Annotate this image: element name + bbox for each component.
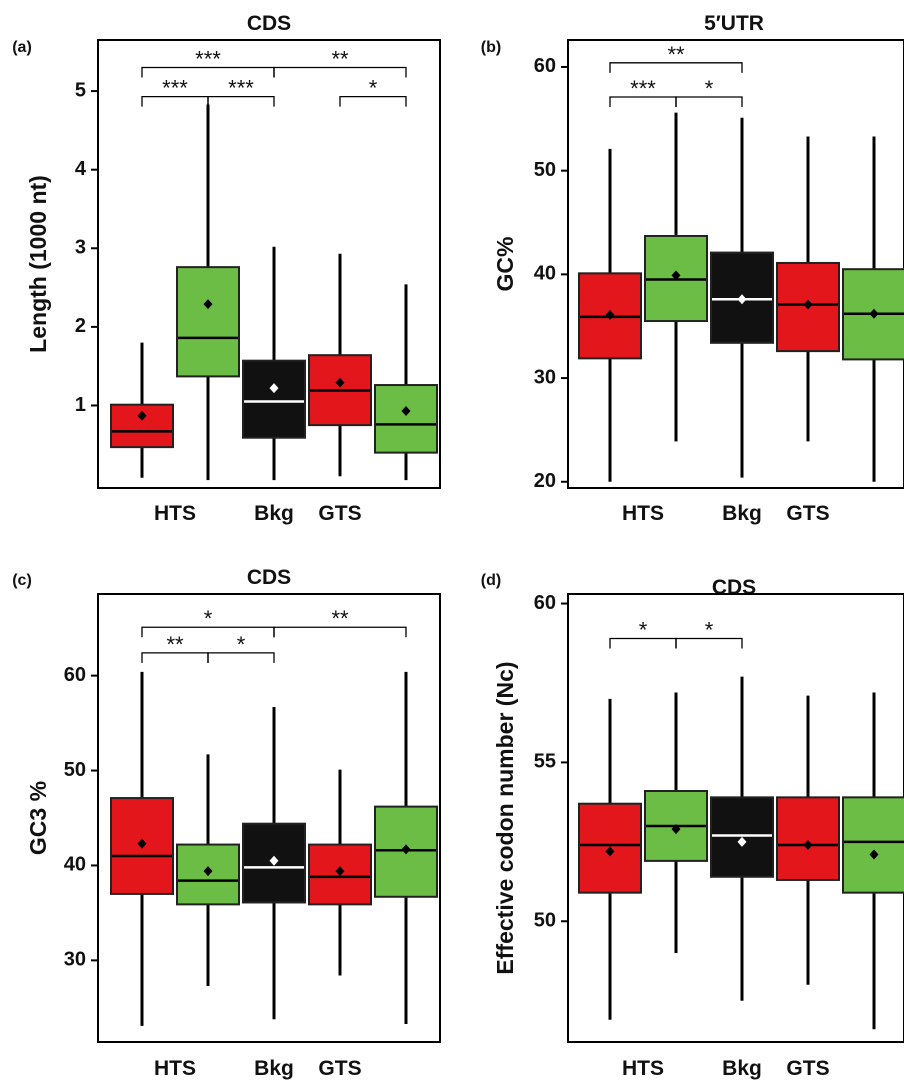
box-mean-marker [137, 838, 147, 849]
x-tick-label: Bkg [722, 502, 762, 525]
significance-bracket [675, 96, 743, 108]
y-tick-label: 5 [75, 79, 86, 101]
significance-label: * [369, 76, 378, 101]
box-mean-marker [803, 299, 813, 310]
box-mean-marker [401, 844, 411, 855]
plot-frame [567, 39, 904, 489]
box-mean-marker [335, 377, 345, 388]
x-tick-label: HTS [154, 502, 196, 525]
box-mean-marker [803, 840, 813, 851]
box-mean-marker [737, 836, 747, 847]
box-mean-marker [869, 308, 879, 319]
significance-bracket [273, 626, 407, 638]
significance-bracket [207, 95, 275, 107]
box-green [176, 266, 240, 378]
x-tick-label: HTS [622, 502, 664, 525]
y-tick-label: 50 [534, 159, 556, 181]
significance-bracket [207, 652, 275, 663]
significance-label: * [237, 632, 246, 657]
panel-label: (d) [481, 572, 501, 589]
box-mean-marker [737, 294, 747, 305]
significance-label: * [639, 617, 648, 642]
significance-label: ** [166, 632, 184, 657]
significance-label: * [204, 606, 213, 631]
x-tick-label: Bkg [254, 502, 294, 525]
significance-label: *** [630, 76, 656, 101]
box-mean-marker [203, 866, 213, 877]
box-mean-marker [269, 855, 279, 866]
box-mean-marker [401, 405, 411, 416]
box-mean-marker [605, 846, 615, 857]
significance-bracket [273, 66, 407, 78]
box-mean-marker [335, 866, 345, 877]
y-tick-label: 60 [534, 592, 556, 614]
box-black [242, 359, 306, 439]
chart-title: 5′UTR [704, 12, 764, 35]
significance-label: *** [162, 76, 188, 101]
significance-bracket [339, 95, 407, 107]
chart-title: CDS [247, 566, 291, 589]
y-tick-label: 30 [534, 366, 556, 388]
box-mean-marker [605, 309, 615, 320]
significance-label: ** [331, 47, 349, 72]
y-tick-label: 4 [75, 158, 87, 180]
significance-label: * [705, 617, 714, 642]
significance-label: ** [331, 606, 349, 631]
y-axis-label: GC% [492, 237, 518, 292]
y-axis-label: Effective codon number (Nc) [492, 661, 518, 974]
panel-label: (a) [12, 39, 32, 56]
significance-bracket [609, 62, 743, 73]
y-tick-label: 30 [64, 949, 86, 971]
y-tick-label: 60 [64, 664, 86, 686]
box-red [578, 802, 642, 894]
y-tick-label: 20 [534, 470, 556, 492]
x-tick-label: HTS [622, 1057, 664, 1080]
box-red [776, 796, 840, 881]
significance-bracket [675, 637, 743, 649]
box-green [842, 796, 904, 894]
plot-frame [567, 593, 904, 1043]
x-tick-label: GTS [786, 1057, 829, 1080]
significance-label: *** [228, 76, 254, 101]
plot-frame [97, 39, 441, 489]
y-tick-label: 3 [75, 237, 86, 259]
significance-label: *** [195, 47, 221, 72]
x-tick-label: GTS [318, 502, 361, 525]
y-tick-label: 40 [534, 263, 556, 285]
box-mean-marker [671, 824, 681, 835]
x-tick-label: Bkg [254, 1057, 294, 1080]
box-mean-marker [869, 849, 879, 860]
y-tick-label: 60 [534, 55, 556, 77]
significance-label: * [705, 76, 714, 101]
y-axis-label: GC3 % [25, 781, 51, 855]
chart-title: CDS [712, 576, 756, 599]
plot-frame [97, 593, 441, 1043]
y-tick-label: 55 [534, 751, 556, 773]
y-tick-label: 40 [64, 854, 86, 876]
y-tick-label: 50 [64, 759, 86, 781]
x-tick-label: GTS [318, 1057, 361, 1080]
box-mean-marker [137, 410, 147, 421]
box-green [374, 384, 438, 454]
x-tick-label: Bkg [722, 1057, 762, 1080]
x-tick-label: GTS [786, 502, 829, 525]
panel-label: (b) [481, 39, 501, 56]
y-tick-label: 2 [75, 315, 86, 337]
x-tick-label: HTS [154, 1057, 196, 1080]
panel-label: (c) [12, 572, 32, 589]
significance-label: ** [667, 42, 685, 67]
box-mean-marker [671, 270, 681, 281]
box-mean-marker [269, 383, 279, 394]
box-mean-marker [203, 299, 213, 310]
y-axis-label: Length (1000 nt) [25, 175, 51, 353]
y-tick-label: 50 [534, 910, 556, 932]
chart-panel: (d) CDS Effective codon number (Nc) 50 55 60 *… [481, 572, 904, 1080]
chart-title: CDS [247, 12, 291, 35]
y-tick-label: 1 [75, 394, 86, 416]
